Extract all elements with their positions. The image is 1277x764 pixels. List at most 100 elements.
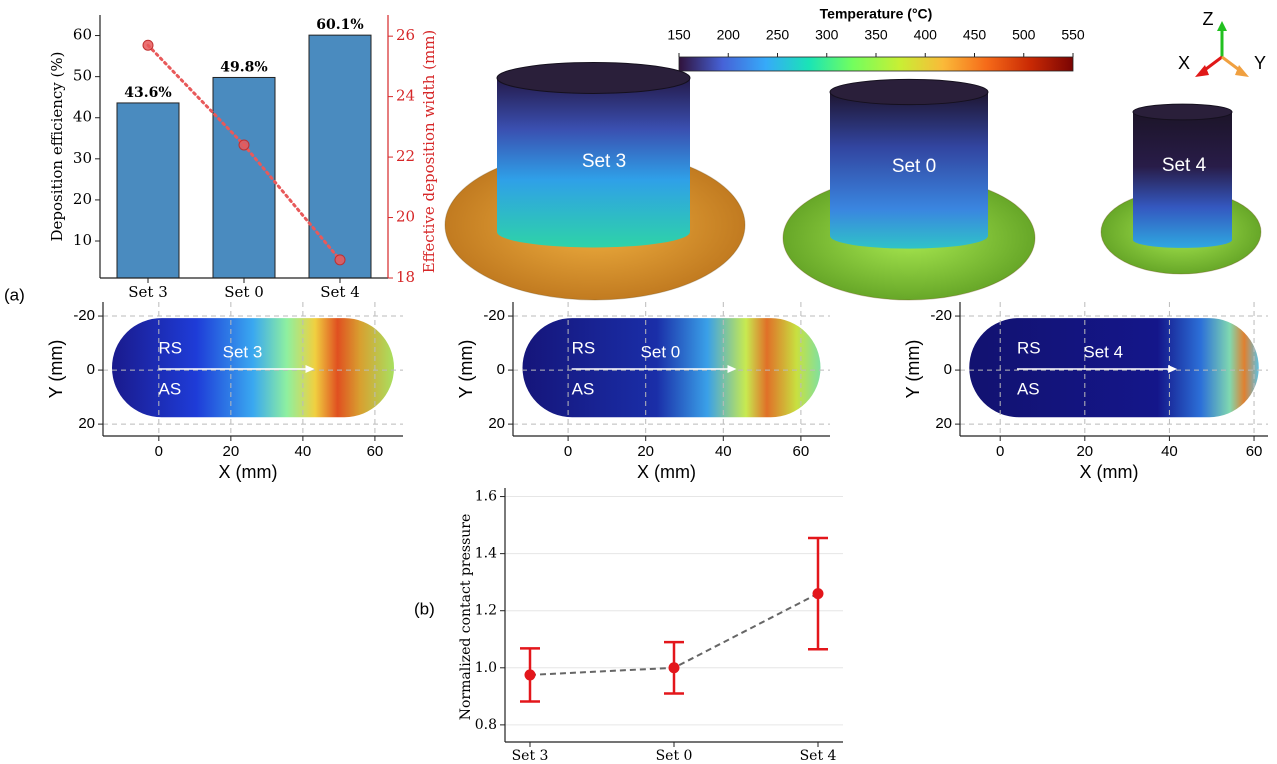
- render-label: Set 4: [1162, 155, 1207, 176]
- x-tick-label: 20: [637, 443, 654, 460]
- bar: [308, 34, 372, 279]
- colorbar-tick-label: 250: [766, 27, 790, 43]
- particle-footprint: [969, 318, 1259, 418]
- colorbar-tick-label: 550: [1061, 27, 1085, 43]
- y-tick-label: 50: [73, 67, 92, 85]
- x-tick-label: Set 0: [656, 748, 693, 764]
- annotation: RS: [572, 338, 596, 357]
- y-tick-label: 60: [73, 26, 92, 44]
- colorbar-tick-label: 500: [1012, 27, 1036, 43]
- flow-arrow-head: [727, 365, 737, 373]
- x-tick-label: 0: [564, 443, 572, 460]
- panel-title: Set 0: [641, 342, 681, 361]
- y-tick-label: 0: [944, 361, 952, 378]
- y-tick-label: 1.0: [475, 660, 497, 676]
- axis-z-head: [1217, 21, 1227, 31]
- y-tick-label: -20: [73, 307, 95, 324]
- y-tick-label: 0: [497, 361, 505, 378]
- y-tick-label: 40: [73, 108, 92, 126]
- y2-tick-label: 18: [396, 268, 415, 286]
- x-axis-label: X (mm): [1080, 462, 1139, 482]
- axis-x-head: [1195, 65, 1209, 77]
- y-axis-label: Y (mm): [903, 340, 923, 399]
- render-label: Set 3: [582, 151, 626, 172]
- bar-chart: 43.6% 49.8% 60.1% 10 20 30 40 50 60 18 20 22 24 26 Set…: [48, 15, 438, 301]
- bar: [212, 76, 276, 279]
- y-tick-label: -20: [930, 307, 952, 324]
- y2-axis-label: Effective deposition width (mm): [420, 30, 438, 274]
- y-axis-label: Y (mm): [456, 340, 476, 399]
- annotation: RS: [159, 338, 183, 357]
- heatmap-panel: 0 20 40 60 -20 0 20 X (mm) Y (mm) RS AS Set 4: [903, 302, 1268, 482]
- y2-tick-label: 20: [396, 208, 415, 226]
- cylinder-top: [1132, 103, 1233, 121]
- annotation: AS: [159, 379, 182, 398]
- panel-title: Set 4: [1083, 342, 1123, 361]
- x-tick-label: 60: [1246, 443, 1263, 460]
- y-axis-label: Deposition efficiency (%): [48, 52, 66, 242]
- colorbar-tick-label: 200: [717, 27, 741, 43]
- render-label: Set 0: [892, 156, 936, 177]
- particle-renders: Set 3 Set 0 Set 4 Z X Y: [444, 9, 1266, 301]
- y-tick-label: 10: [73, 231, 92, 249]
- annotation: AS: [572, 379, 595, 398]
- heatmap-panel: 0 20 40 60 -20 0 20 X (mm) Y (mm) RS AS Set 0: [456, 302, 830, 482]
- x-tick-label: Set 3: [128, 283, 168, 301]
- y2-tick-label: 24: [396, 87, 415, 105]
- y-tick-label: 1.4: [475, 546, 497, 562]
- deposit-cylinder: [830, 92, 988, 249]
- bar: [116, 102, 180, 279]
- y-tick-label: 1.2: [475, 603, 497, 619]
- deposit-cylinder: [497, 78, 690, 248]
- point: [334, 254, 346, 266]
- point: [238, 139, 250, 151]
- particle-footprint: [522, 318, 821, 418]
- x-tick-label: 40: [715, 443, 732, 460]
- y-tick-label: -20: [483, 307, 505, 324]
- axis-label: Z: [1203, 9, 1214, 29]
- cylinder-top: [496, 62, 691, 94]
- colorbar-tick-label: 400: [914, 27, 938, 43]
- y-tick-label: 0.8: [475, 717, 497, 733]
- y-tick-label: 0: [87, 361, 95, 378]
- x-tick-label: Set 4: [800, 748, 837, 764]
- flow-arrow-head: [305, 365, 315, 373]
- point: [142, 39, 154, 51]
- x-tick-label: 0: [996, 443, 1004, 460]
- colorbar: Temperature (°C) 150 200 250 300 350 400 450 500…: [667, 6, 1085, 72]
- value-label: 43.6%: [124, 85, 171, 101]
- x-axis-label: X (mm): [219, 462, 278, 482]
- value-label: 60.1%: [316, 17, 363, 33]
- x-tick-label: Set 0: [224, 283, 264, 301]
- cylinder-top: [829, 78, 989, 106]
- y-tick-label: 20: [78, 415, 95, 432]
- y-axis-label: Normalized contact pressure: [458, 514, 474, 721]
- colorbar-tick-label: 350: [864, 27, 888, 43]
- y-tick-label: 20: [488, 415, 505, 432]
- flow-arrow-head: [1168, 365, 1178, 373]
- y-tick-label: 30: [73, 149, 92, 167]
- y-tick-label: 1.6: [475, 489, 497, 505]
- panel-label: (a): [4, 285, 25, 304]
- colorbar-title: Temperature (°C): [820, 6, 933, 22]
- annotation: AS: [1017, 379, 1040, 398]
- particle-footprint: [112, 318, 394, 418]
- point: [524, 669, 536, 681]
- x-tick-label: Set 4: [320, 283, 360, 301]
- colorbar-tick-label: 450: [963, 27, 987, 43]
- colorbar-tick-label: 300: [815, 27, 839, 43]
- x-tick-label: Set 3: [512, 748, 549, 764]
- errorbar-chart: 0.8 1.0 1.2 1.4 1.6 Set 3 Set 0 Set 4 Normalized…: [458, 488, 843, 764]
- x-tick-label: 40: [295, 443, 312, 460]
- x-tick-label: 20: [223, 443, 240, 460]
- heatmap-panel: 0 20 40 60 -20 0 20 X (mm) Y (mm) RS AS Set 3: [46, 302, 403, 482]
- x-tick-label: 60: [367, 443, 384, 460]
- point: [812, 588, 824, 600]
- y-axis-label: Y (mm): [46, 340, 66, 399]
- x-tick-label: 40: [1161, 443, 1178, 460]
- x-tick-label: 0: [155, 443, 163, 460]
- x-tick-label: 20: [1076, 443, 1093, 460]
- panel-title: Set 3: [223, 342, 263, 361]
- axis-label: Y: [1254, 53, 1266, 73]
